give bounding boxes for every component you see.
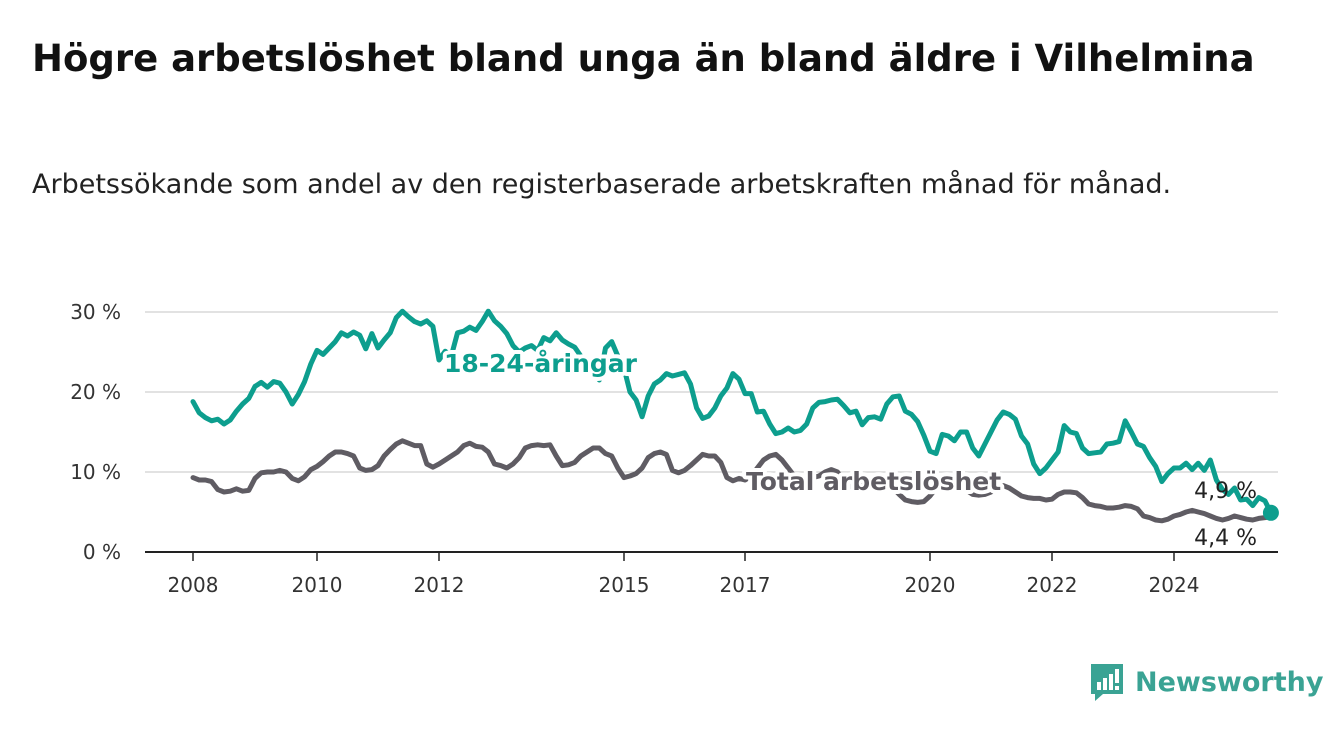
x-tick-label: 2010 bbox=[292, 573, 343, 597]
series-label-young-halo: 18-24-åringar bbox=[444, 349, 638, 378]
young-end-marker bbox=[1262, 504, 1279, 521]
chart-title: Högre arbetslöshet bland unga än bland ä… bbox=[32, 37, 1255, 80]
series-label-young: 18-24-åringar bbox=[444, 349, 638, 378]
series-label-total: Total arbetslöshet bbox=[746, 467, 1001, 496]
x-tick-label: 2022 bbox=[1027, 573, 1078, 597]
end-label-total: 4,4 % bbox=[1194, 526, 1257, 551]
newsworthy-logo[interactable]: Newsworthy bbox=[1089, 660, 1323, 704]
x-tick-label: 2008 bbox=[168, 573, 219, 597]
gridlines bbox=[145, 311, 1278, 473]
chart-subtitle: Arbetssökande som andel av den registerb… bbox=[32, 169, 1172, 200]
y-tick-label: 0 % bbox=[83, 540, 121, 564]
brand-name: Newsworthy bbox=[1135, 666, 1324, 698]
series-line-young bbox=[190, 308, 1274, 516]
x-tick-label: 2020 bbox=[905, 573, 956, 597]
x-tick-label: 2012 bbox=[414, 573, 465, 597]
y-tick-label: 30 % bbox=[70, 300, 121, 324]
x-tick-label: 2017 bbox=[720, 573, 771, 597]
axes: 0 % 10 % 20 % 30 % 2008 2010 2012 2015 2017 2020 2… bbox=[70, 300, 1278, 597]
end-label-young: 4,9 % bbox=[1194, 479, 1257, 504]
x-tick-label: 2024 bbox=[1149, 573, 1200, 597]
x-tick-label: 2015 bbox=[599, 573, 650, 597]
y-tick-label: 20 % bbox=[70, 380, 121, 404]
series-line-total bbox=[190, 438, 1274, 524]
y-tick-label: 10 % bbox=[70, 460, 121, 484]
newsworthy-logo-icon bbox=[1091, 664, 1123, 701]
series-label-total-halo: Total arbetslöshet bbox=[746, 467, 1001, 496]
series-lines bbox=[190, 308, 1279, 524]
